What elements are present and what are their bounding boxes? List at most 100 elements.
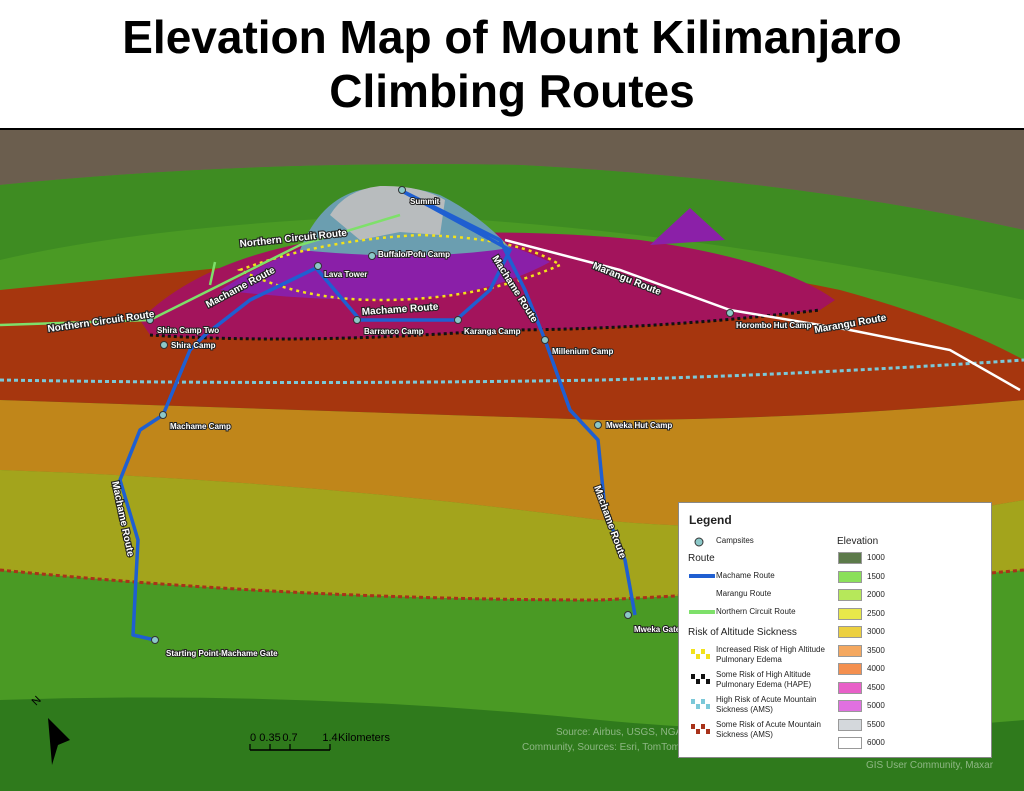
elevation-swatch [838, 570, 862, 583]
risk-swatch [701, 674, 705, 679]
elevation-swatch [838, 589, 862, 601]
risk-swatch [701, 724, 705, 729]
campsite [146, 316, 154, 324]
camp-label: Horombo Hut Camp [736, 321, 812, 330]
campsite [159, 411, 167, 419]
title-bar: Elevation Map of Mount Kilimanjaro Climb… [0, 0, 1024, 130]
north-arrow [48, 718, 70, 765]
legend-heading: Route [688, 553, 715, 564]
map: Summit Buffalo/Pofu Camp Lava Tower Barranc… [0, 130, 1024, 791]
legend-label: 3000 [867, 627, 885, 636]
legend-icon [694, 537, 704, 547]
legend-icon [691, 699, 710, 709]
camp-label: Karanga Camp [464, 327, 521, 336]
legend-label: Marangu Route [716, 589, 772, 598]
legend-label: 2000 [867, 590, 885, 599]
camp-label: Barranco Camp [364, 327, 424, 336]
scale-bar: 0 0.35 0.7 1.4 Kilometers [249, 732, 390, 751]
campsite [353, 316, 361, 324]
legend-label: Some Risk of Acute Mountain Sickness (AM… [716, 720, 821, 739]
risk-swatch [696, 704, 700, 709]
risk-swatch [706, 654, 710, 659]
legend-title: Legend [689, 513, 732, 527]
mawenzi [650, 208, 725, 245]
camp-label: Shira Camp Two [157, 326, 219, 335]
legend-label: Some Risk of High Altitude Pulmonary Ede… [716, 670, 812, 689]
elevation-swatch [838, 737, 862, 749]
legend-label: Increased Risk of High Altitude Pulmonar… [716, 645, 825, 664]
legend-heading: Elevation [837, 536, 879, 547]
scale-unit: Kilometers [338, 732, 390, 744]
legend-label: High Risk of Acute Mountain Sickness (AM… [716, 695, 817, 714]
elevation-swatch [838, 607, 862, 620]
campsite [594, 421, 602, 429]
forest-band [0, 164, 1024, 300]
campsite [368, 252, 376, 260]
legend-label: 4500 [867, 682, 885, 692]
legend-label: 2500 [867, 608, 885, 618]
elevation-swatch [838, 681, 862, 694]
northern-circuit-route [0, 213, 401, 327]
credit: GIS User Community, Maxar [866, 760, 994, 771]
camp-label: Starting Point-Machame Gate [166, 649, 278, 658]
elevation-swatch [838, 626, 862, 638]
risk-swatch [706, 704, 710, 709]
risk-swatch [706, 679, 710, 684]
risk-swatch [696, 729, 700, 734]
elevation-swatch [838, 552, 862, 564]
risk-swatch [696, 679, 700, 684]
campsite [160, 341, 168, 349]
campsite [398, 186, 406, 194]
camp-label: Buffalo/Pofu Camp [378, 250, 450, 259]
risk-swatch [691, 724, 695, 729]
title: Elevation Map of Mount Kilimanjaro Climb… [122, 11, 902, 117]
elevation-swatch [838, 718, 862, 731]
risk-swatch [691, 649, 695, 654]
campsite [541, 336, 549, 344]
legend-label: 5000 [867, 701, 885, 710]
legend-label: 6000 [867, 738, 885, 747]
scale-label: 1.4 [322, 732, 337, 744]
band-3000 [0, 400, 1024, 527]
northern-circuit-spur [208, 261, 217, 286]
campsite-icon [694, 537, 704, 547]
camp-label: Mweka Gate [634, 625, 681, 634]
legend-icon [691, 724, 710, 734]
campsite [314, 262, 322, 270]
elevation-swatch [838, 700, 862, 712]
legend-label: Machame Route [716, 571, 775, 580]
scale-label: 0 [250, 732, 256, 744]
credit: Community, Sources: Esri, TomTom [522, 742, 680, 753]
campsite [454, 316, 462, 324]
legend-icon [689, 610, 715, 614]
far-terrain [0, 130, 1024, 230]
camp-label: Millenium Camp [552, 347, 613, 356]
camp-label: Shira Camp [171, 341, 216, 350]
campsite [151, 636, 159, 644]
legend-icon [689, 574, 715, 578]
legend: Legend Campsites Route Machame Route Marangu… [678, 502, 992, 758]
camp-label: Machame Camp [170, 422, 231, 431]
camp-label: Mweka Hut Camp [606, 421, 672, 430]
legend-label: Campsites [716, 536, 754, 545]
risk-high-hape-line [236, 233, 563, 302]
dark-lowland [0, 697, 1024, 791]
legend-label: Northern Circuit Route [716, 607, 796, 616]
campsite [726, 309, 734, 317]
legend-label: 3500 [867, 645, 885, 655]
risk-swatch [706, 729, 710, 734]
risk-swatch [691, 699, 695, 704]
marangu-route [504, 238, 1021, 392]
legend-label: 4000 [867, 664, 885, 673]
risk-swatch [691, 674, 695, 679]
risk-swatch [701, 699, 705, 704]
risk-swatch [701, 649, 705, 654]
risk-ams-line [0, 568, 1024, 602]
legend-label: 1000 [867, 553, 885, 562]
legend-icon [689, 592, 715, 596]
legend-label: 5500 [867, 719, 885, 729]
elevation-swatch [838, 644, 862, 657]
camp-label: Summit [410, 197, 440, 206]
scale-label: 0.7 [282, 732, 297, 744]
